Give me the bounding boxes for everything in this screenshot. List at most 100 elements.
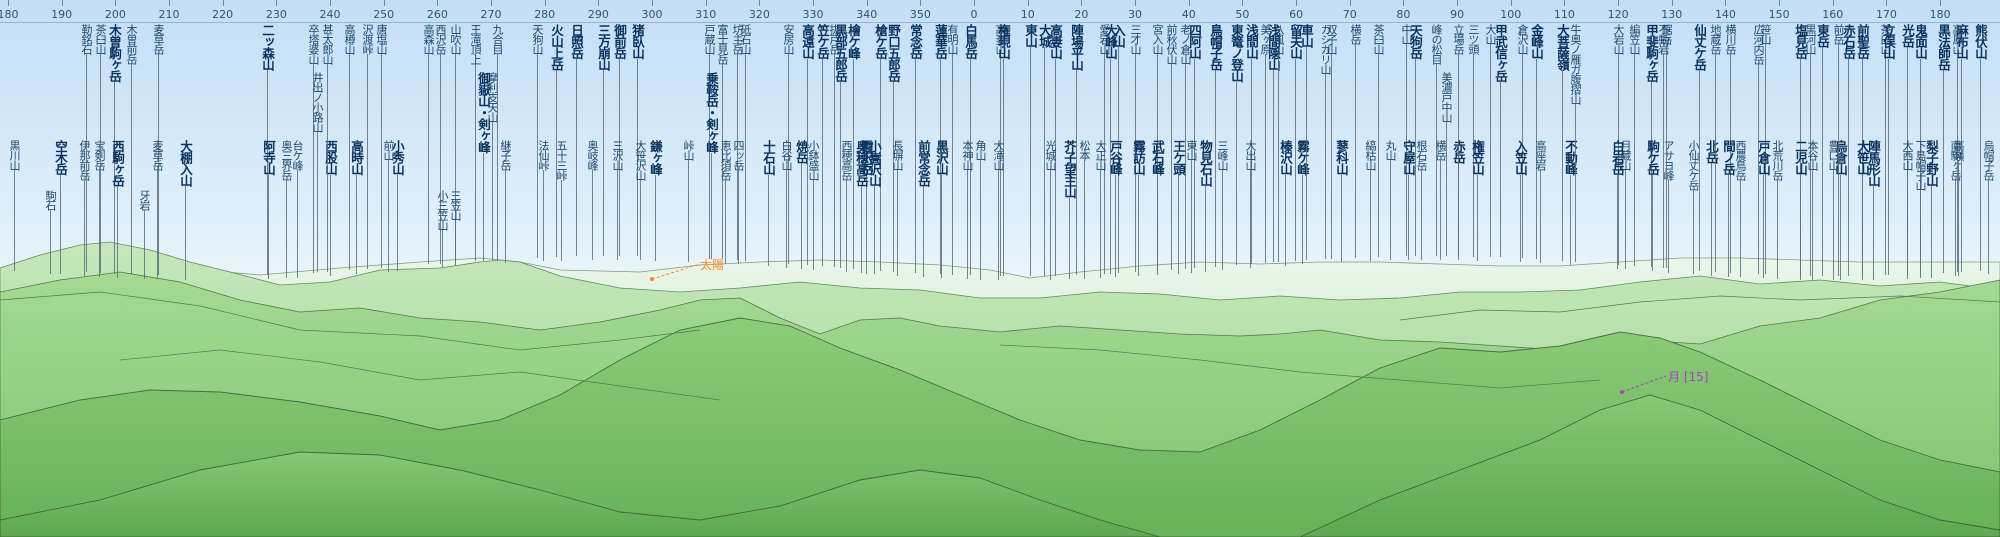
peak-marker[interactable]: 茶臼山 — [94, 24, 107, 273]
peak-marker[interactable]: 前常念岳 — [916, 140, 931, 278]
peak-marker[interactable]: 立場岳 — [1452, 24, 1465, 257]
peak-marker[interactable]: 陣馬形山 — [1866, 140, 1881, 280]
peak-marker[interactable]: 高座岩 — [1534, 140, 1547, 264]
peak-marker[interactable]: 有明山 — [946, 24, 959, 275]
peak-marker[interactable]: 小三笠山 — [436, 190, 449, 268]
peak-marker[interactable]: 御前岳 — [612, 24, 627, 256]
peak-marker[interactable]: 黒部五郎岳 — [833, 24, 848, 268]
peak-marker[interactable]: 三峰山 — [1216, 140, 1229, 271]
peak-marker[interactable]: 高妻山 — [994, 24, 1007, 276]
peak-marker[interactable]: 峠山 — [682, 140, 695, 262]
peak-marker[interactable]: 地蔵岳 — [1709, 24, 1722, 272]
peak-marker[interactable]: 月藏山 — [1619, 140, 1632, 270]
peak-marker[interactable]: 笠ケ岳 — [815, 24, 830, 267]
peak-marker[interactable]: 光岳 — [1900, 24, 1915, 275]
peak-marker[interactable]: 浅間隠山 — [1266, 24, 1281, 263]
peak-marker[interactable]: 勒銘石 — [80, 24, 93, 273]
peak-marker[interactable]: 大岩山 — [1612, 24, 1625, 265]
peak-marker[interactable]: 麦草岳 — [151, 140, 164, 280]
peak-marker[interactable]: カシガリ山 — [1319, 24, 1332, 260]
peak-marker[interactable]: 物見石山 — [1198, 140, 1213, 272]
peak-marker[interactable]: 高時山 — [349, 140, 364, 274]
peak-marker[interactable]: 高樽山 — [343, 24, 356, 271]
peak-marker[interactable]: 御嶽山・剣ヶ峰 — [476, 72, 491, 261]
peak-marker[interactable]: 白岩岳 — [1610, 140, 1625, 269]
peak-marker[interactable]: 日照岳 — [569, 24, 584, 257]
peak-marker[interactable]: 老ノ倉山 — [1179, 24, 1192, 270]
peak-marker[interactable]: 木曽駒ヶ岳 — [107, 24, 122, 274]
peak-marker[interactable]: 前聖岳 — [1855, 24, 1870, 276]
peak-marker[interactable]: 浅間山 — [1244, 24, 1259, 265]
peak-marker[interactable]: 東山 — [1023, 24, 1038, 276]
peak-marker[interactable]: 空木岳 — [53, 140, 68, 275]
peak-marker[interactable]: 峰の松目 — [1430, 24, 1443, 256]
peak-marker[interactable]: 烏倉山 — [1833, 140, 1848, 280]
peak-marker[interactable]: 宮入山 — [1151, 24, 1164, 271]
peak-marker[interactable]: 牛奥ノ雁ガ腹摺山 — [1569, 24, 1582, 262]
peak-marker[interactable]: 戸谷峰 — [1108, 140, 1123, 278]
peak-marker[interactable]: 猪臥山 — [630, 24, 645, 257]
peak-marker[interactable]: 小嵩沢山 — [867, 140, 882, 275]
peak-marker[interactable]: 広河内岳 — [1752, 24, 1765, 275]
peak-marker[interactable]: 高妻山 — [1048, 24, 1063, 276]
peak-marker[interactable]: 横川岳 — [1724, 24, 1737, 273]
peak-marker[interactable]: 大城 — [1037, 24, 1052, 276]
peak-marker[interactable]: 不動岩 — [1657, 24, 1670, 269]
peak-marker[interactable]: 黒河山 — [1804, 24, 1817, 276]
peak-marker[interactable]: 根石岳 — [1415, 140, 1428, 261]
peak-marker[interactable]: 三沢山 — [611, 140, 624, 260]
peak-marker[interactable]: 前山 — [382, 140, 395, 272]
peak-marker[interactable]: 権現山 — [996, 24, 1011, 276]
peak-marker[interactable]: 武石峰 — [1150, 140, 1165, 275]
peak-marker[interactable]: 陣場平山 — [1069, 24, 1084, 276]
peak-marker[interactable]: 西駒ヶ岳 — [110, 140, 125, 278]
peak-marker[interactable]: 笹山 — [1759, 24, 1772, 275]
peak-marker[interactable]: 黒川山 — [8, 140, 21, 272]
peak-marker[interactable]: 小秀山 — [390, 140, 405, 271]
peak-marker[interactable]: 塩見岳 — [1793, 24, 1808, 276]
peak-marker[interactable]: 西農鳥岳 — [1734, 140, 1747, 278]
peak-marker[interactable]: 権笠山 — [1470, 140, 1485, 261]
peak-marker[interactable]: 大西山 — [1901, 140, 1914, 279]
peak-marker[interactable]: 檜ケ峰 — [846, 24, 861, 269]
peak-marker[interactable]: 台ケ峰 — [291, 140, 304, 278]
peak-marker[interactable]: 二ッ森山 — [260, 24, 275, 275]
peak-marker[interactable]: 榛沢山 — [1278, 140, 1293, 266]
peak-marker[interactable]: 大山 — [1484, 24, 1497, 258]
peak-marker[interactable]: 小鉢盛山 — [807, 140, 820, 270]
peak-marker[interactable]: 熊伏山 — [1973, 24, 1988, 271]
peak-marker[interactable]: 高遠山 — [800, 24, 815, 266]
peak-marker[interactable]: 黒法師岳 — [1936, 24, 1951, 273]
peak-marker[interactable]: 木曽前岳 — [125, 24, 138, 275]
peak-marker[interactable]: 横岳 — [1349, 24, 1362, 258]
peak-marker[interactable]: 天狗岳 — [1408, 24, 1423, 257]
peak-marker[interactable]: 横岳 — [1434, 140, 1447, 261]
peak-marker[interactable]: 東山 — [1185, 140, 1198, 273]
peak-marker[interactable]: 大峰山 — [1103, 24, 1118, 274]
peak-marker[interactable]: 安房山 — [782, 24, 795, 264]
peak-marker[interactable]: 王滝頂上 — [469, 24, 482, 262]
peak-marker[interactable]: 山吹山 — [449, 24, 462, 263]
peak-marker[interactable]: 常念岳 — [908, 24, 923, 273]
peak-marker[interactable]: 王ケ頭 — [1171, 140, 1186, 274]
peak-marker[interactable]: 甲武信ヶ岳 — [1493, 24, 1508, 258]
peak-marker[interactable]: 美ヶ原 — [1259, 24, 1272, 263]
peak-marker[interactable]: 縞枯山 — [1364, 140, 1377, 262]
peak-marker[interactable]: 摩利支天山 — [486, 72, 499, 260]
peak-marker[interactable]: 霧訪山 — [1131, 140, 1146, 277]
peak-marker[interactable]: 十石山 — [761, 140, 776, 267]
peak-marker[interactable]: 愛宕山 — [1098, 24, 1111, 275]
peak-marker[interactable]: 卒塔婆山 — [307, 24, 320, 273]
peak-marker[interactable]: 富士見岳 — [716, 24, 729, 260]
peak-marker[interactable]: 光城山 — [1044, 140, 1057, 280]
peak-marker[interactable]: 蓼科山 — [1334, 140, 1349, 263]
peak-marker[interactable]: 黒沢山 — [934, 140, 949, 279]
peak-marker[interactable]: 三ツ頭 — [1467, 24, 1480, 257]
peak-marker[interactable]: 倉沢山 — [1516, 24, 1529, 259]
peak-marker[interactable]: 三方崩山 — [596, 24, 611, 257]
peak-marker[interactable]: 仙丈ケ岳 — [1692, 24, 1707, 271]
peak-marker[interactable]: 白馬岳 — [963, 24, 978, 276]
peak-marker[interactable]: 西沢岳 — [434, 24, 447, 264]
peak-marker[interactable]: 奥三界岳 — [280, 140, 293, 279]
